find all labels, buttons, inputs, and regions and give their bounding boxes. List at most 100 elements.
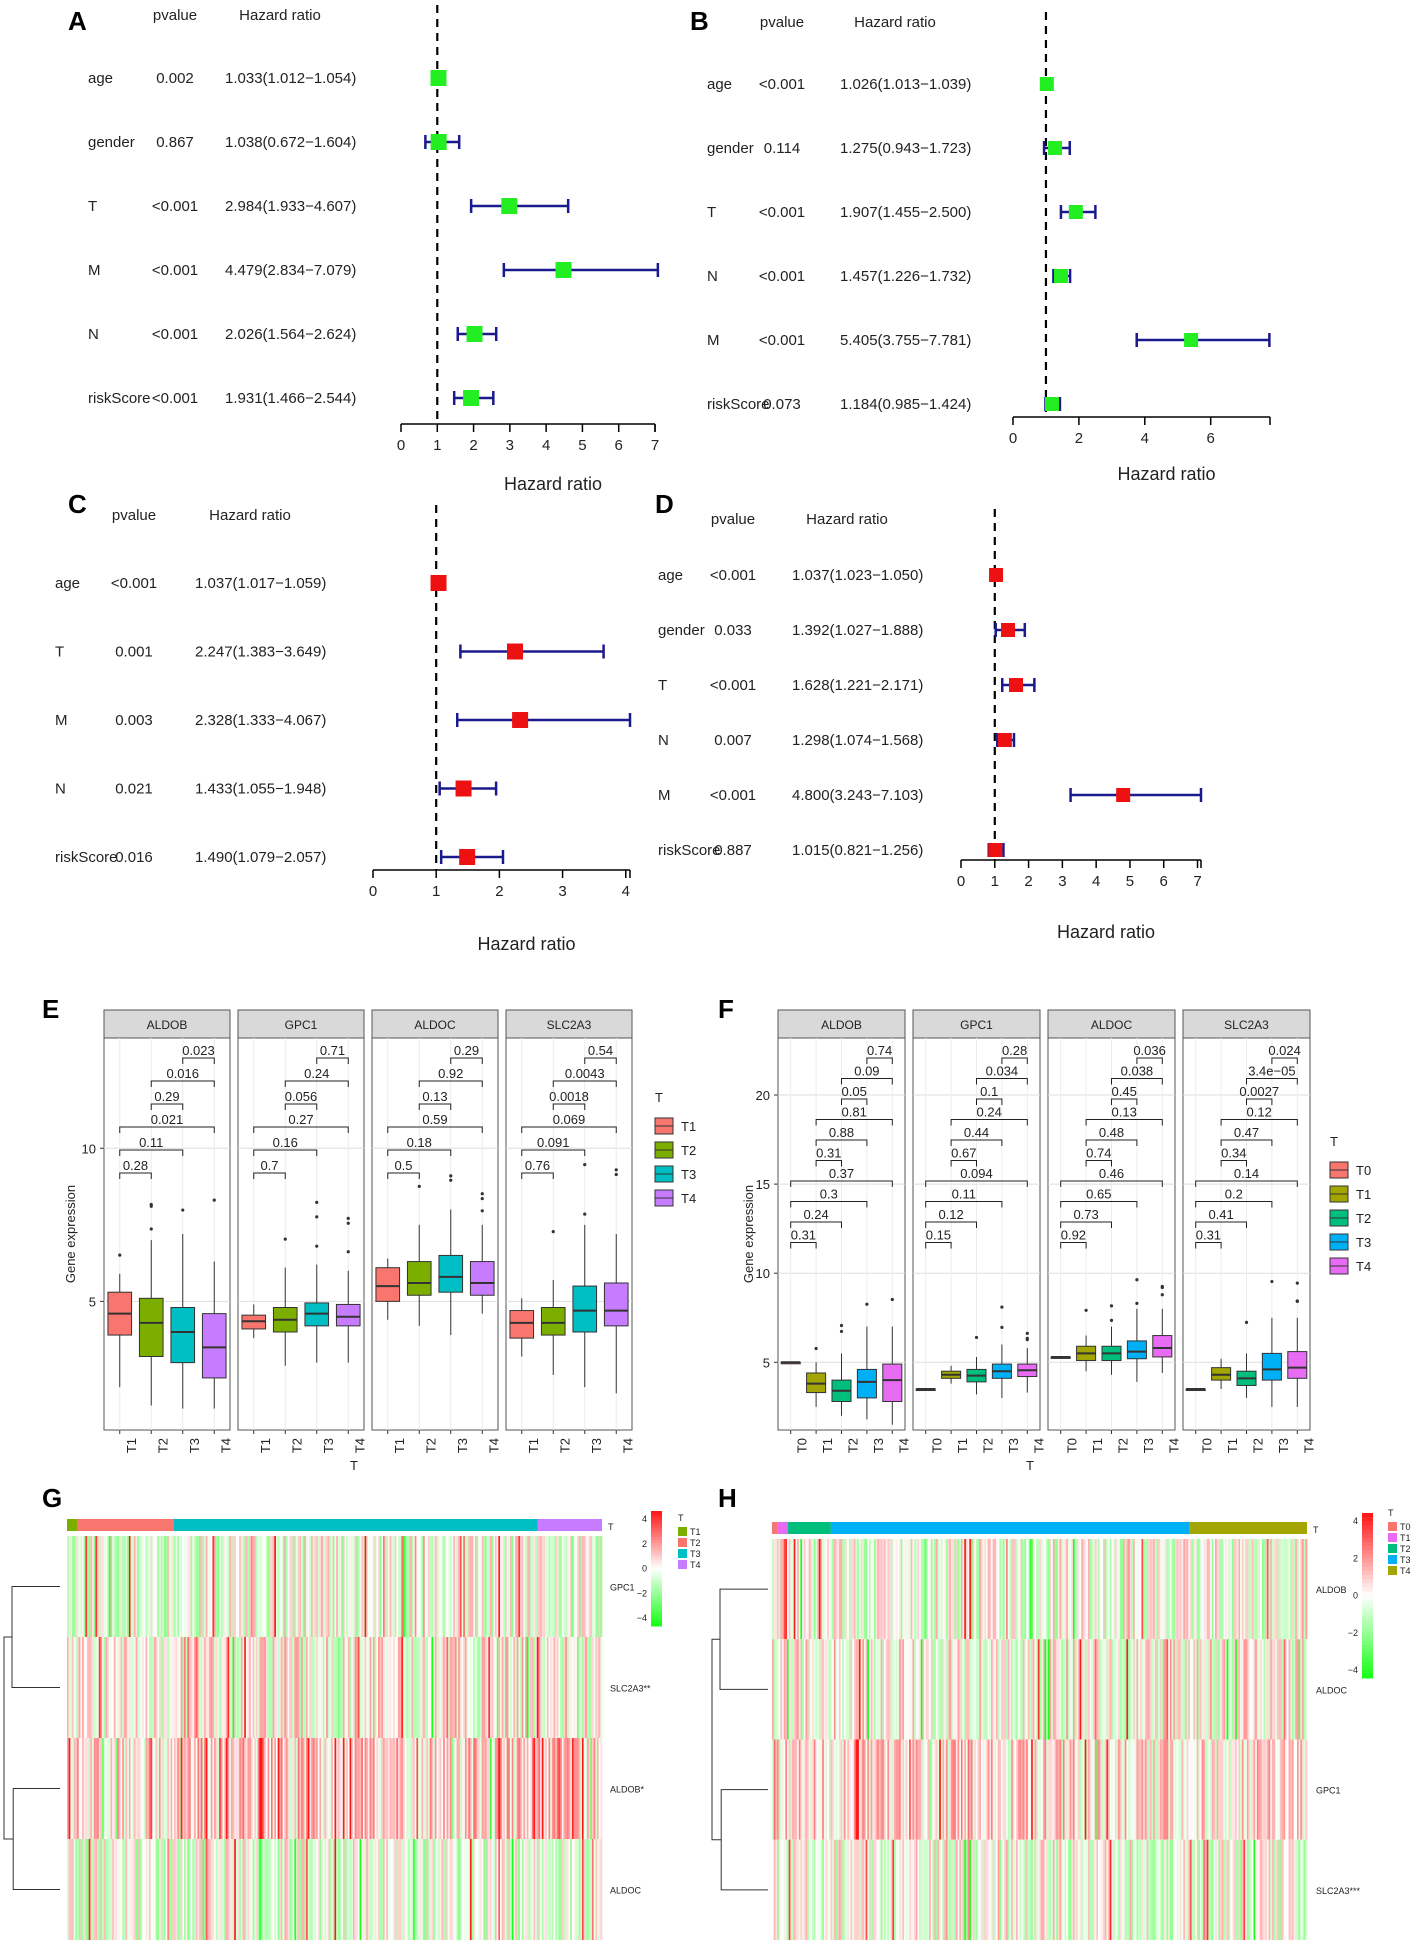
facet-ALDOC: ALDOC0.0360.0380.450.130.480.740.460.650… — [1047, 1009, 1181, 1453]
heatmap-cell — [75, 1839, 78, 1940]
heatmap-cell — [137, 1536, 140, 1637]
heatmap-cell — [476, 1536, 479, 1637]
heatmap-cell — [1004, 1839, 1007, 1940]
heatmap-cell — [857, 1539, 860, 1640]
heatmap-cell — [433, 1536, 436, 1637]
pvalue-label: 0.12 — [1247, 1105, 1272, 1120]
heatmap-cell — [565, 1637, 568, 1738]
heatmap-cell — [85, 1637, 88, 1738]
heatmap-cell — [396, 1536, 399, 1637]
heatmap-cell — [200, 1839, 203, 1940]
heatmap-cell — [879, 1639, 881, 1740]
heatmap-cell — [875, 1639, 878, 1740]
heatmap-cell — [1245, 1639, 1248, 1740]
heatmap-cell — [1184, 1639, 1187, 1740]
heatmap-cell — [130, 1839, 133, 1940]
heatmap-cell — [341, 1839, 344, 1940]
heatmap-cell — [1291, 1739, 1294, 1840]
heatmap-cell — [1295, 1539, 1298, 1640]
heatmap-cell — [982, 1639, 985, 1740]
heatmap-cell — [1059, 1739, 1062, 1840]
heatmap-cell — [521, 1637, 524, 1738]
heatmap-cell — [805, 1539, 808, 1640]
heatmap-cell — [386, 1738, 389, 1839]
box-T2 — [138, 1297, 164, 1357]
heatmap-cell — [1241, 1739, 1244, 1840]
heatmap-cell — [259, 1738, 262, 1839]
heatmap-cell — [558, 1536, 561, 1637]
scale-step — [651, 1557, 662, 1561]
heatmap-cell — [97, 1536, 100, 1637]
heatmap-cell — [1052, 1839, 1055, 1940]
heatmap-cell — [870, 1739, 873, 1840]
heatmap-cell — [277, 1839, 280, 1940]
heatmap-cell — [1225, 1639, 1228, 1740]
heatmap-cell — [977, 1539, 980, 1640]
heatmap-cell — [423, 1738, 426, 1839]
heatmap-cell — [446, 1839, 449, 1940]
heatmap-cell — [1305, 1639, 1308, 1740]
heatmap-cell — [459, 1637, 462, 1738]
heatmap-cell — [1113, 1539, 1116, 1640]
facet-strip — [505, 1009, 633, 1039]
heatmap-cell — [235, 1738, 238, 1839]
heatmap-cell — [247, 1738, 250, 1839]
pvalue-bracket — [1085, 1160, 1112, 1167]
heatmap-cell — [528, 1738, 531, 1839]
heatmap-cell — [245, 1536, 248, 1637]
heatmap-cell — [327, 1637, 330, 1738]
heatmap-cell — [332, 1536, 335, 1637]
heatmap-cell — [1300, 1839, 1303, 1940]
facet-title: ALDOC — [1091, 1018, 1133, 1032]
facet-title: GPC1 — [960, 1018, 993, 1032]
scale-step — [1362, 1533, 1373, 1539]
dendro-branch — [11, 1586, 60, 1688]
row-hr-text: 5.405(3.755−7.781) — [840, 332, 971, 349]
heatmap-cell — [905, 1639, 908, 1740]
heatmap-cell — [1230, 1539, 1233, 1640]
heatmap-cell — [560, 1738, 563, 1839]
scale-step — [651, 1600, 662, 1604]
heatmap-cell — [260, 1637, 263, 1738]
heatmap-cell — [73, 1839, 76, 1940]
heatmap-cell — [352, 1536, 355, 1637]
heatmap-cell — [443, 1637, 446, 1738]
heatmap-cell — [882, 1639, 885, 1740]
heatmap-cell — [1181, 1539, 1184, 1640]
heatmap-cell — [148, 1637, 151, 1738]
pvalue-bracket — [418, 1103, 452, 1110]
heatmap-cell — [820, 1839, 823, 1940]
heatmap-cell — [1148, 1839, 1151, 1940]
heatmap-cell — [800, 1739, 803, 1840]
heatmap-cell — [150, 1738, 153, 1839]
heatmap-row-ALDOC — [67, 1839, 603, 1940]
heatmap-cell — [1188, 1839, 1191, 1940]
scale-step — [651, 1516, 662, 1521]
heatmap-cell — [67, 1637, 69, 1738]
heatmap-cell — [441, 1536, 444, 1637]
heatmap-cell — [1174, 1639, 1177, 1740]
heatmap-cell — [1246, 1839, 1249, 1940]
heatmap-cell — [1037, 1839, 1040, 1940]
heatmap-cell — [1295, 1739, 1298, 1840]
heatmap-cell — [962, 1839, 965, 1940]
heatmap-cell — [530, 1839, 533, 1940]
heatmap-cell — [152, 1637, 155, 1738]
row-pvalue: <0.001 — [759, 268, 805, 285]
heatmap-cell — [588, 1839, 591, 1940]
pvalue-bracket — [253, 1172, 286, 1179]
heatmap-cell — [468, 1738, 471, 1839]
legend-title: T — [655, 1090, 663, 1105]
heatmap-cell — [790, 1739, 793, 1840]
heatmap-cell — [803, 1639, 806, 1740]
heatmap-cell — [163, 1637, 166, 1738]
heatmap-cell — [850, 1539, 853, 1640]
heatmap-cell — [1034, 1539, 1037, 1640]
heatmap-cell — [1074, 1539, 1077, 1640]
heatmap-cell — [1119, 1639, 1122, 1740]
heatmap-cell — [925, 1739, 928, 1840]
heatmap-cell — [195, 1839, 198, 1940]
heatmap-cell — [924, 1639, 927, 1740]
